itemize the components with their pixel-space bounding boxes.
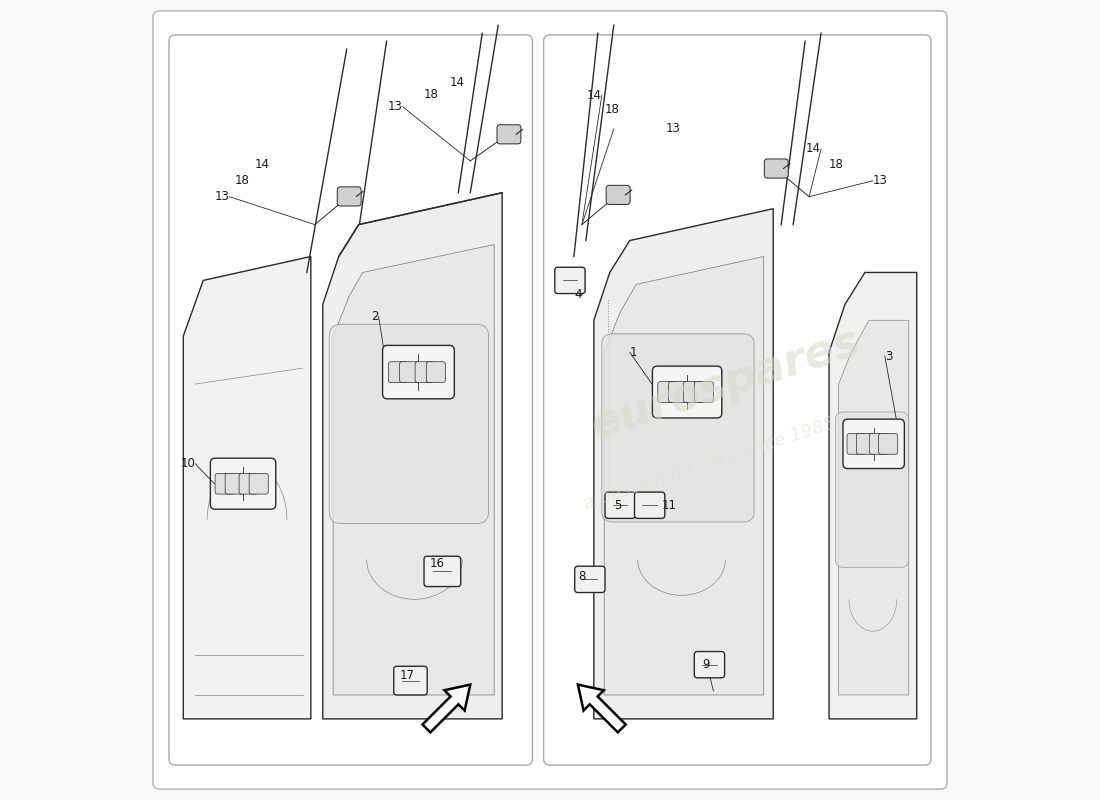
FancyBboxPatch shape xyxy=(338,187,361,206)
FancyBboxPatch shape xyxy=(394,666,427,695)
Text: 14: 14 xyxy=(586,89,602,102)
FancyBboxPatch shape xyxy=(605,492,636,518)
Text: 13: 13 xyxy=(666,122,681,135)
Text: 13: 13 xyxy=(387,100,403,113)
FancyBboxPatch shape xyxy=(169,35,532,765)
FancyBboxPatch shape xyxy=(764,159,789,178)
Text: 1: 1 xyxy=(629,346,637,358)
Text: 18: 18 xyxy=(234,174,250,187)
FancyBboxPatch shape xyxy=(329,324,488,523)
FancyBboxPatch shape xyxy=(879,434,898,454)
Text: a passion for cars since 1985: a passion for cars since 1985 xyxy=(582,414,837,513)
FancyBboxPatch shape xyxy=(249,474,268,494)
PathPatch shape xyxy=(594,209,773,719)
Text: 14: 14 xyxy=(450,76,464,90)
Text: 10: 10 xyxy=(180,458,195,470)
Text: 14: 14 xyxy=(254,158,270,171)
PathPatch shape xyxy=(184,257,311,719)
PathPatch shape xyxy=(322,193,503,719)
FancyBboxPatch shape xyxy=(415,362,434,382)
PathPatch shape xyxy=(838,320,909,695)
FancyBboxPatch shape xyxy=(497,125,521,144)
Text: 18: 18 xyxy=(424,88,439,101)
FancyBboxPatch shape xyxy=(658,382,676,402)
Text: 18: 18 xyxy=(605,102,619,115)
FancyArrow shape xyxy=(578,685,626,733)
Text: 3: 3 xyxy=(884,350,892,362)
Text: 13: 13 xyxy=(873,174,888,187)
FancyBboxPatch shape xyxy=(669,382,688,402)
FancyBboxPatch shape xyxy=(652,366,722,418)
Text: 16: 16 xyxy=(430,557,444,570)
FancyBboxPatch shape xyxy=(226,474,244,494)
Text: 5: 5 xyxy=(615,498,622,512)
FancyBboxPatch shape xyxy=(856,434,876,454)
FancyBboxPatch shape xyxy=(606,186,630,205)
Text: 2: 2 xyxy=(371,310,378,322)
FancyBboxPatch shape xyxy=(602,334,755,522)
FancyBboxPatch shape xyxy=(694,651,725,678)
FancyBboxPatch shape xyxy=(635,492,664,518)
PathPatch shape xyxy=(604,257,763,695)
PathPatch shape xyxy=(333,245,494,695)
Text: eurospares: eurospares xyxy=(585,320,866,448)
FancyBboxPatch shape xyxy=(216,474,234,494)
Text: 17: 17 xyxy=(399,669,415,682)
FancyBboxPatch shape xyxy=(383,346,454,399)
FancyBboxPatch shape xyxy=(847,434,866,454)
FancyArrow shape xyxy=(422,685,471,733)
Text: 9: 9 xyxy=(702,658,710,671)
FancyBboxPatch shape xyxy=(683,382,703,402)
FancyBboxPatch shape xyxy=(694,382,714,402)
FancyBboxPatch shape xyxy=(835,412,909,567)
FancyBboxPatch shape xyxy=(869,434,889,454)
Text: 18: 18 xyxy=(828,158,844,170)
PathPatch shape xyxy=(829,273,916,719)
Text: 14: 14 xyxy=(806,142,821,155)
Text: 8: 8 xyxy=(579,570,586,583)
FancyBboxPatch shape xyxy=(574,566,605,593)
Text: 11: 11 xyxy=(661,498,676,512)
FancyBboxPatch shape xyxy=(210,458,276,510)
FancyBboxPatch shape xyxy=(399,362,419,382)
FancyBboxPatch shape xyxy=(554,267,585,294)
Text: 13: 13 xyxy=(214,190,230,203)
Text: 4: 4 xyxy=(574,288,582,302)
FancyBboxPatch shape xyxy=(543,35,931,765)
FancyBboxPatch shape xyxy=(388,362,407,382)
FancyBboxPatch shape xyxy=(424,556,461,586)
FancyBboxPatch shape xyxy=(427,362,446,382)
FancyBboxPatch shape xyxy=(843,419,904,469)
FancyBboxPatch shape xyxy=(239,474,258,494)
